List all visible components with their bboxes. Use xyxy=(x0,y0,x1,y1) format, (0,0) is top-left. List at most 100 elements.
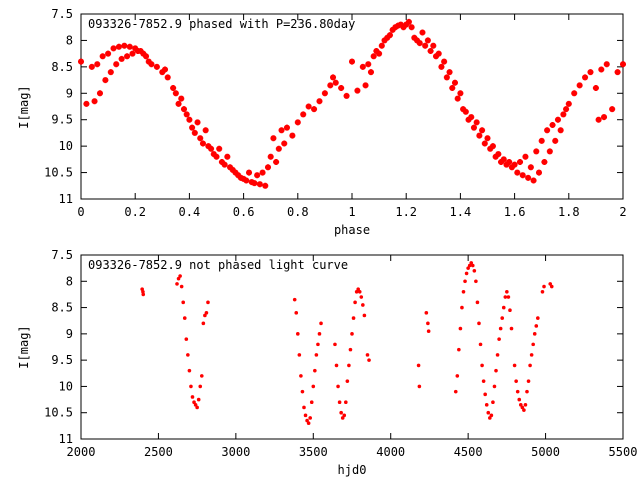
data-point xyxy=(96,90,103,97)
data-point xyxy=(124,53,131,60)
data-point xyxy=(359,63,366,70)
data-point xyxy=(229,166,236,173)
data-point xyxy=(443,74,450,81)
data-point xyxy=(536,316,540,320)
data-point xyxy=(518,403,523,407)
data-point xyxy=(251,180,258,187)
data-point xyxy=(339,410,343,415)
data-point xyxy=(180,106,187,113)
data-point xyxy=(529,353,534,357)
data-point xyxy=(395,22,402,29)
data-point xyxy=(424,37,431,44)
data-point xyxy=(192,400,196,405)
data-point xyxy=(565,100,572,107)
x-tick-label: 1.6 xyxy=(504,205,526,219)
data-point xyxy=(334,363,339,368)
data-point xyxy=(164,74,171,81)
y-tick-label: 7.5 xyxy=(51,248,73,262)
x-tick-label: 2500 xyxy=(144,445,173,459)
data-point xyxy=(492,384,497,389)
data-point xyxy=(472,268,477,273)
data-point xyxy=(357,290,362,294)
data-point xyxy=(419,29,426,36)
data-point xyxy=(178,95,185,102)
data-point xyxy=(381,37,388,44)
data-point xyxy=(203,313,207,318)
data-point xyxy=(202,127,209,134)
data-point xyxy=(365,353,370,357)
data-point xyxy=(356,287,360,291)
data-point xyxy=(603,61,610,68)
data-point xyxy=(514,379,518,383)
data-point xyxy=(140,50,147,57)
data-point xyxy=(441,58,448,65)
data-point xyxy=(552,137,559,144)
data-point xyxy=(508,164,515,171)
data-point xyxy=(179,284,184,289)
x-axis-label: hjd0 xyxy=(338,463,367,477)
data-point xyxy=(525,389,529,394)
data-point xyxy=(405,18,412,25)
data-point xyxy=(210,151,217,158)
data-point xyxy=(497,337,501,341)
data-point xyxy=(308,416,312,420)
data-point xyxy=(384,34,391,41)
data-point xyxy=(187,368,192,373)
data-point xyxy=(424,311,429,315)
data-point xyxy=(345,379,350,383)
data-point xyxy=(115,43,122,50)
data-point xyxy=(481,379,486,383)
data-point xyxy=(468,114,475,121)
data-point xyxy=(408,24,415,31)
data-point xyxy=(620,61,626,68)
data-point xyxy=(526,379,531,383)
data-point xyxy=(489,413,494,418)
data-point xyxy=(227,164,234,171)
data-point xyxy=(126,43,133,50)
data-point xyxy=(118,55,125,62)
data-point xyxy=(503,161,510,168)
data-point xyxy=(609,106,616,113)
data-point xyxy=(354,87,361,94)
data-point xyxy=(349,58,355,65)
data-point xyxy=(522,153,529,160)
data-point xyxy=(544,127,551,134)
x-tick-label: 0.4 xyxy=(179,205,201,219)
y-tick-label: 8 xyxy=(66,33,73,47)
x-tick-label: 1.8 xyxy=(558,205,580,219)
x-tick-label: 5000 xyxy=(531,445,560,459)
data-point xyxy=(487,145,494,152)
data-point xyxy=(479,127,486,134)
data-point xyxy=(317,332,322,336)
data-point xyxy=(466,266,470,270)
data-point xyxy=(511,161,518,168)
data-point xyxy=(237,174,244,181)
data-point xyxy=(533,148,540,155)
data-point xyxy=(571,90,578,97)
y-tick-label: 10 xyxy=(59,379,73,393)
data-point xyxy=(337,400,342,405)
data-point xyxy=(232,169,239,176)
data-point xyxy=(500,156,507,163)
data-point xyxy=(183,111,190,118)
data-point xyxy=(208,145,215,152)
data-point xyxy=(411,34,418,41)
data-point xyxy=(489,143,496,150)
data-point xyxy=(259,169,266,176)
data-point xyxy=(327,82,334,89)
data-point xyxy=(102,77,109,84)
data-point xyxy=(514,169,521,176)
data-point xyxy=(354,290,359,294)
data-point xyxy=(491,400,495,405)
data-point xyxy=(495,151,502,158)
data-point xyxy=(351,316,356,320)
y-axis-label: I[mag] xyxy=(17,325,31,368)
y-tick-label: 11 xyxy=(59,432,73,446)
data-point xyxy=(457,90,464,97)
data-point xyxy=(508,308,512,313)
data-point xyxy=(316,98,323,105)
data-point xyxy=(199,374,204,378)
data-point xyxy=(495,353,500,357)
